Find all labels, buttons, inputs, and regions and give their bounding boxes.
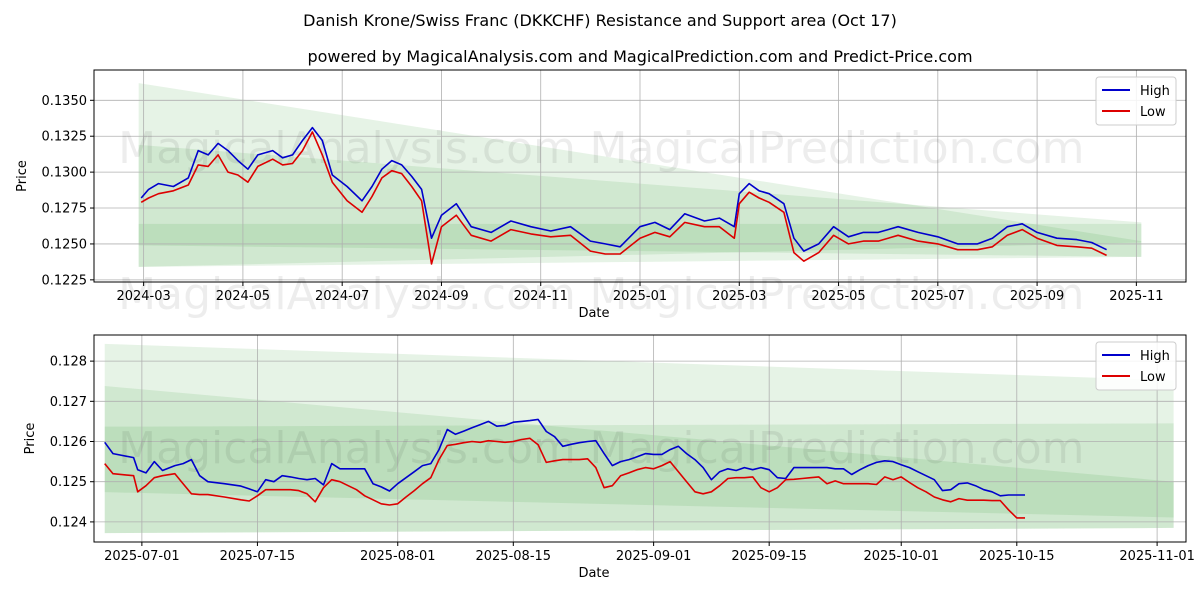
top-y-tick-label: 0.1350 — [42, 94, 88, 109]
bottom-chart-panel: MagicalAnalysis.com MagicalPrediction.com… — [23, 334, 1195, 581]
bottom-series-high-line — [104, 418, 1025, 497]
bottom-x-tick-label: 2025-11-01 — [1119, 549, 1195, 564]
bottom-band-1 — [104, 343, 1174, 534]
top-legend: High Low — [1095, 76, 1177, 126]
bottom-legend-label-high: High — [1140, 349, 1170, 364]
top-legend-label-low: Low — [1140, 105, 1166, 120]
top-x-tick-label: 2025-07 — [911, 289, 965, 304]
top-series-high-line — [140, 126, 1107, 252]
bottom-x-tick-label: 2025-08-01 — [360, 549, 436, 564]
top-watermark-analysis: MagicalAnalysis.com — [118, 123, 576, 174]
bottom-band-3 — [104, 423, 1174, 518]
bottom-legend: High Low — [1095, 341, 1177, 391]
top-x-axis-label: Date — [578, 306, 609, 321]
bottom-x-tick-label: 2025-07-01 — [104, 549, 180, 564]
bottom-x-tick-label: 2025-09-01 — [616, 549, 692, 564]
bottom-y-tick-label: 0.124 — [50, 515, 87, 530]
top-legend-label-high: High — [1140, 84, 1170, 99]
top-x-tick-label: 2025-05 — [811, 289, 865, 304]
bottom-x-tick-label: 2025-10-15 — [979, 549, 1055, 564]
bottom-x-tick-label: 2025-10-01 — [863, 549, 939, 564]
top-x-tick-label: 2024-11 — [514, 289, 568, 304]
chart-subtitle: powered by MagicalAnalysis.com and Magic… — [307, 47, 972, 66]
bottom-band-2 — [104, 386, 1174, 534]
bottom-series-low-line — [104, 437, 1025, 519]
top-y-tick-label: 0.1250 — [42, 237, 88, 252]
top-x-tick-label: 2024-03 — [116, 289, 170, 304]
bottom-legend-label-low: Low — [1140, 370, 1166, 385]
top-x-tick-label: 2025-09 — [1010, 289, 1064, 304]
top-y-tick-label: 0.1275 — [42, 202, 88, 217]
top-y-axis-label: Price — [15, 160, 30, 192]
top-y-tick-label: 0.1325 — [42, 130, 88, 145]
top-y-tick-label: 0.1300 — [42, 166, 88, 181]
bottom-x-tick-label: 2025-08-15 — [476, 549, 552, 564]
chart-title: Danish Krone/Swiss Franc (DKKCHF) Resist… — [303, 11, 897, 30]
bottom-y-tick-label: 0.127 — [50, 395, 87, 410]
top-watermark-prediction: MagicalPrediction.com — [590, 269, 1085, 320]
top-y-tick-label: 0.1225 — [42, 273, 88, 288]
top-x-tick-label: 2025-03 — [712, 289, 766, 304]
top-x-tick-label: 2024-05 — [216, 289, 270, 304]
bottom-y-tick-label: 0.128 — [50, 355, 87, 370]
bottom-x-tick-label: 2025-09-15 — [731, 549, 807, 564]
bottom-plot-frame — [93, 334, 1187, 543]
bottom-watermark-prediction: MagicalPrediction.com — [590, 423, 1085, 474]
top-x-tick-label: 2025-11 — [1109, 289, 1163, 304]
top-x-tick-label: 2024-09 — [414, 289, 468, 304]
bottom-y-tick-label: 0.125 — [50, 475, 87, 490]
top-watermark-prediction: MagicalPrediction.com — [590, 123, 1085, 174]
top-watermark-analysis: MagicalAnalysis.com — [118, 269, 576, 320]
bottom-x-tick-label: 2025-07-15 — [220, 549, 296, 564]
bottom-x-axis-label: Date — [578, 566, 609, 581]
top-x-tick-label: 2025-01 — [613, 289, 667, 304]
top-x-tick-label: 2024-07 — [315, 289, 369, 304]
bottom-watermark-analysis: MagicalAnalysis.com — [118, 423, 576, 474]
bottom-y-tick-label: 0.126 — [50, 435, 87, 450]
top-series-low-line — [140, 131, 1107, 265]
bottom-y-axis-label: Price — [23, 423, 38, 455]
top-chart-panel: MagicalAnalysis.com MagicalPrediction.com… — [15, 69, 1187, 321]
